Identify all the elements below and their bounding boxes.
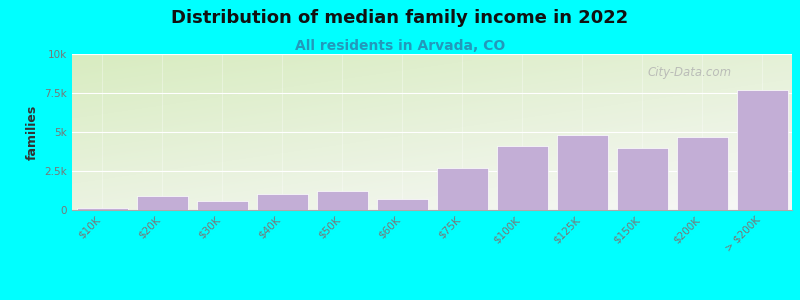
Bar: [437, 168, 487, 210]
Bar: [197, 201, 247, 210]
Text: All residents in Arvada, CO: All residents in Arvada, CO: [295, 39, 505, 53]
Bar: [557, 135, 607, 210]
Bar: [677, 137, 727, 210]
Bar: [617, 148, 667, 210]
Bar: [137, 196, 187, 210]
Bar: [377, 199, 427, 210]
Bar: [257, 194, 307, 210]
Bar: [737, 90, 787, 210]
Y-axis label: families: families: [26, 104, 39, 160]
Text: Distribution of median family income in 2022: Distribution of median family income in …: [171, 9, 629, 27]
Bar: [317, 191, 367, 210]
Text: City-Data.com: City-Data.com: [648, 67, 732, 80]
Bar: [497, 146, 547, 210]
Bar: [77, 208, 127, 210]
